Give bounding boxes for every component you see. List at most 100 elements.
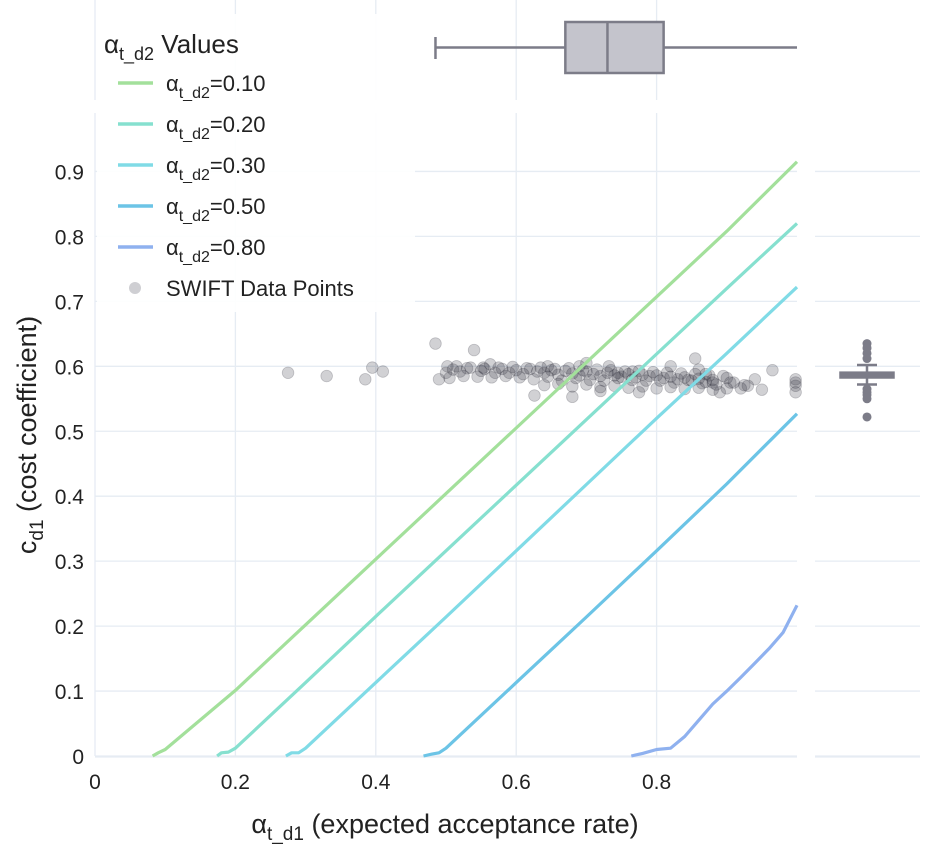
series-line <box>285 285 799 758</box>
scatter-point <box>671 373 684 386</box>
scatter-point <box>590 363 604 376</box>
scatter-point <box>513 371 526 384</box>
scatter-point <box>580 365 593 378</box>
legend-label: αt_d2=0.30 <box>166 153 266 184</box>
y-tick-labels: 0 0.1 0.2 0.3 0.4 0.5 0.6 0.7 0.8 0.9 <box>55 161 85 769</box>
scatter-point <box>755 383 769 396</box>
scatter-point <box>541 370 554 383</box>
scatter-point <box>528 389 541 402</box>
scatter-point <box>506 360 519 374</box>
y-box-outlier <box>862 354 872 364</box>
scatter-point <box>653 374 667 387</box>
x-box-iqr <box>564 20 665 75</box>
scatter-point <box>674 367 688 380</box>
legend-title: αt_d2 Values <box>104 29 239 65</box>
scatter-point <box>485 371 498 384</box>
scatter-point <box>545 364 558 377</box>
scatter-point <box>531 365 544 378</box>
scatter-point <box>460 362 474 375</box>
scatter-point <box>678 371 691 384</box>
x-tick-label: 0 <box>89 771 101 794</box>
scatter-point <box>639 374 653 387</box>
scatter-point <box>738 378 751 392</box>
scatter-point <box>471 370 484 383</box>
scatter-point <box>366 361 379 374</box>
x-tick-labels: 0 0.2 0.4 0.6 0.8 <box>89 771 671 794</box>
scatter-point <box>597 374 611 387</box>
scatter-point <box>467 343 481 357</box>
x-tick-label: 0.6 <box>502 771 531 794</box>
y-tick-label: 0.1 <box>55 681 84 704</box>
scatter-point <box>604 364 618 377</box>
scatter-point <box>534 361 547 374</box>
scatter-point <box>450 360 463 373</box>
scatter-point <box>548 362 562 376</box>
scatter-point <box>692 363 705 376</box>
scatter-point <box>608 369 621 382</box>
scatter-points <box>281 337 802 404</box>
scatter-point <box>499 369 512 383</box>
series-line <box>216 222 799 758</box>
scatter-point <box>439 366 453 379</box>
scatter-point <box>562 362 576 375</box>
scatter-point <box>615 370 628 383</box>
scatter-point <box>441 360 454 373</box>
scatter-point <box>510 364 523 377</box>
scatter-point <box>453 365 467 378</box>
scatter-point <box>706 383 719 396</box>
scatter-point <box>559 364 572 378</box>
grid <box>94 113 797 758</box>
x-marginal-boxplot <box>434 20 797 75</box>
x-tick-label: 0.8 <box>642 771 671 794</box>
scatter-point <box>789 386 802 399</box>
scatter-point <box>464 361 477 374</box>
scatter-point <box>667 376 681 389</box>
scatter-point <box>359 373 372 386</box>
scatter-point <box>281 366 295 379</box>
scatter-point <box>664 380 677 394</box>
scatter-point <box>689 367 702 381</box>
series-lines <box>151 160 799 758</box>
legend-background <box>97 14 415 312</box>
scatter-point <box>474 364 488 378</box>
scatter-point <box>580 378 593 391</box>
y-tick-label: 0.8 <box>55 226 84 249</box>
scatter-point <box>713 386 726 399</box>
scatter-point <box>457 369 470 383</box>
y-tick-label: 0.2 <box>55 616 84 639</box>
scatter-point <box>520 362 533 375</box>
scatter-point <box>699 375 712 389</box>
scatter-point <box>657 371 670 385</box>
scatter-point <box>432 373 446 386</box>
series-line <box>423 412 799 758</box>
scatter-point <box>446 363 460 376</box>
scatter-point <box>552 368 565 381</box>
scatter-point <box>484 358 497 371</box>
scatter-point <box>527 373 540 386</box>
scatter-point <box>789 373 802 386</box>
y-box-iqr <box>839 371 895 379</box>
scatter-point <box>636 380 649 393</box>
scatter-point <box>717 369 730 383</box>
legend-label: αt_d2=0.80 <box>166 235 266 266</box>
scatter-point <box>376 365 390 378</box>
scatter-point <box>594 369 607 383</box>
scatter-point <box>618 365 632 378</box>
scatter-point <box>681 373 695 387</box>
y-marginal-boxplot <box>839 339 895 422</box>
legend-label: αt_d2=0.20 <box>166 112 266 143</box>
scatter-point <box>517 367 530 381</box>
legend-swatch <box>129 282 141 294</box>
scatter-point <box>692 381 705 394</box>
scatter-point <box>538 366 551 379</box>
scatter-point <box>320 369 333 383</box>
scatter-point <box>664 370 677 383</box>
y-tick-label: 0.4 <box>55 486 85 509</box>
scatter-point <box>741 379 755 392</box>
y-box-outlier <box>862 394 872 404</box>
scatter-point <box>611 366 625 379</box>
scatter-point <box>646 365 660 379</box>
scatter-point <box>734 382 748 395</box>
scatter-point <box>538 378 551 392</box>
